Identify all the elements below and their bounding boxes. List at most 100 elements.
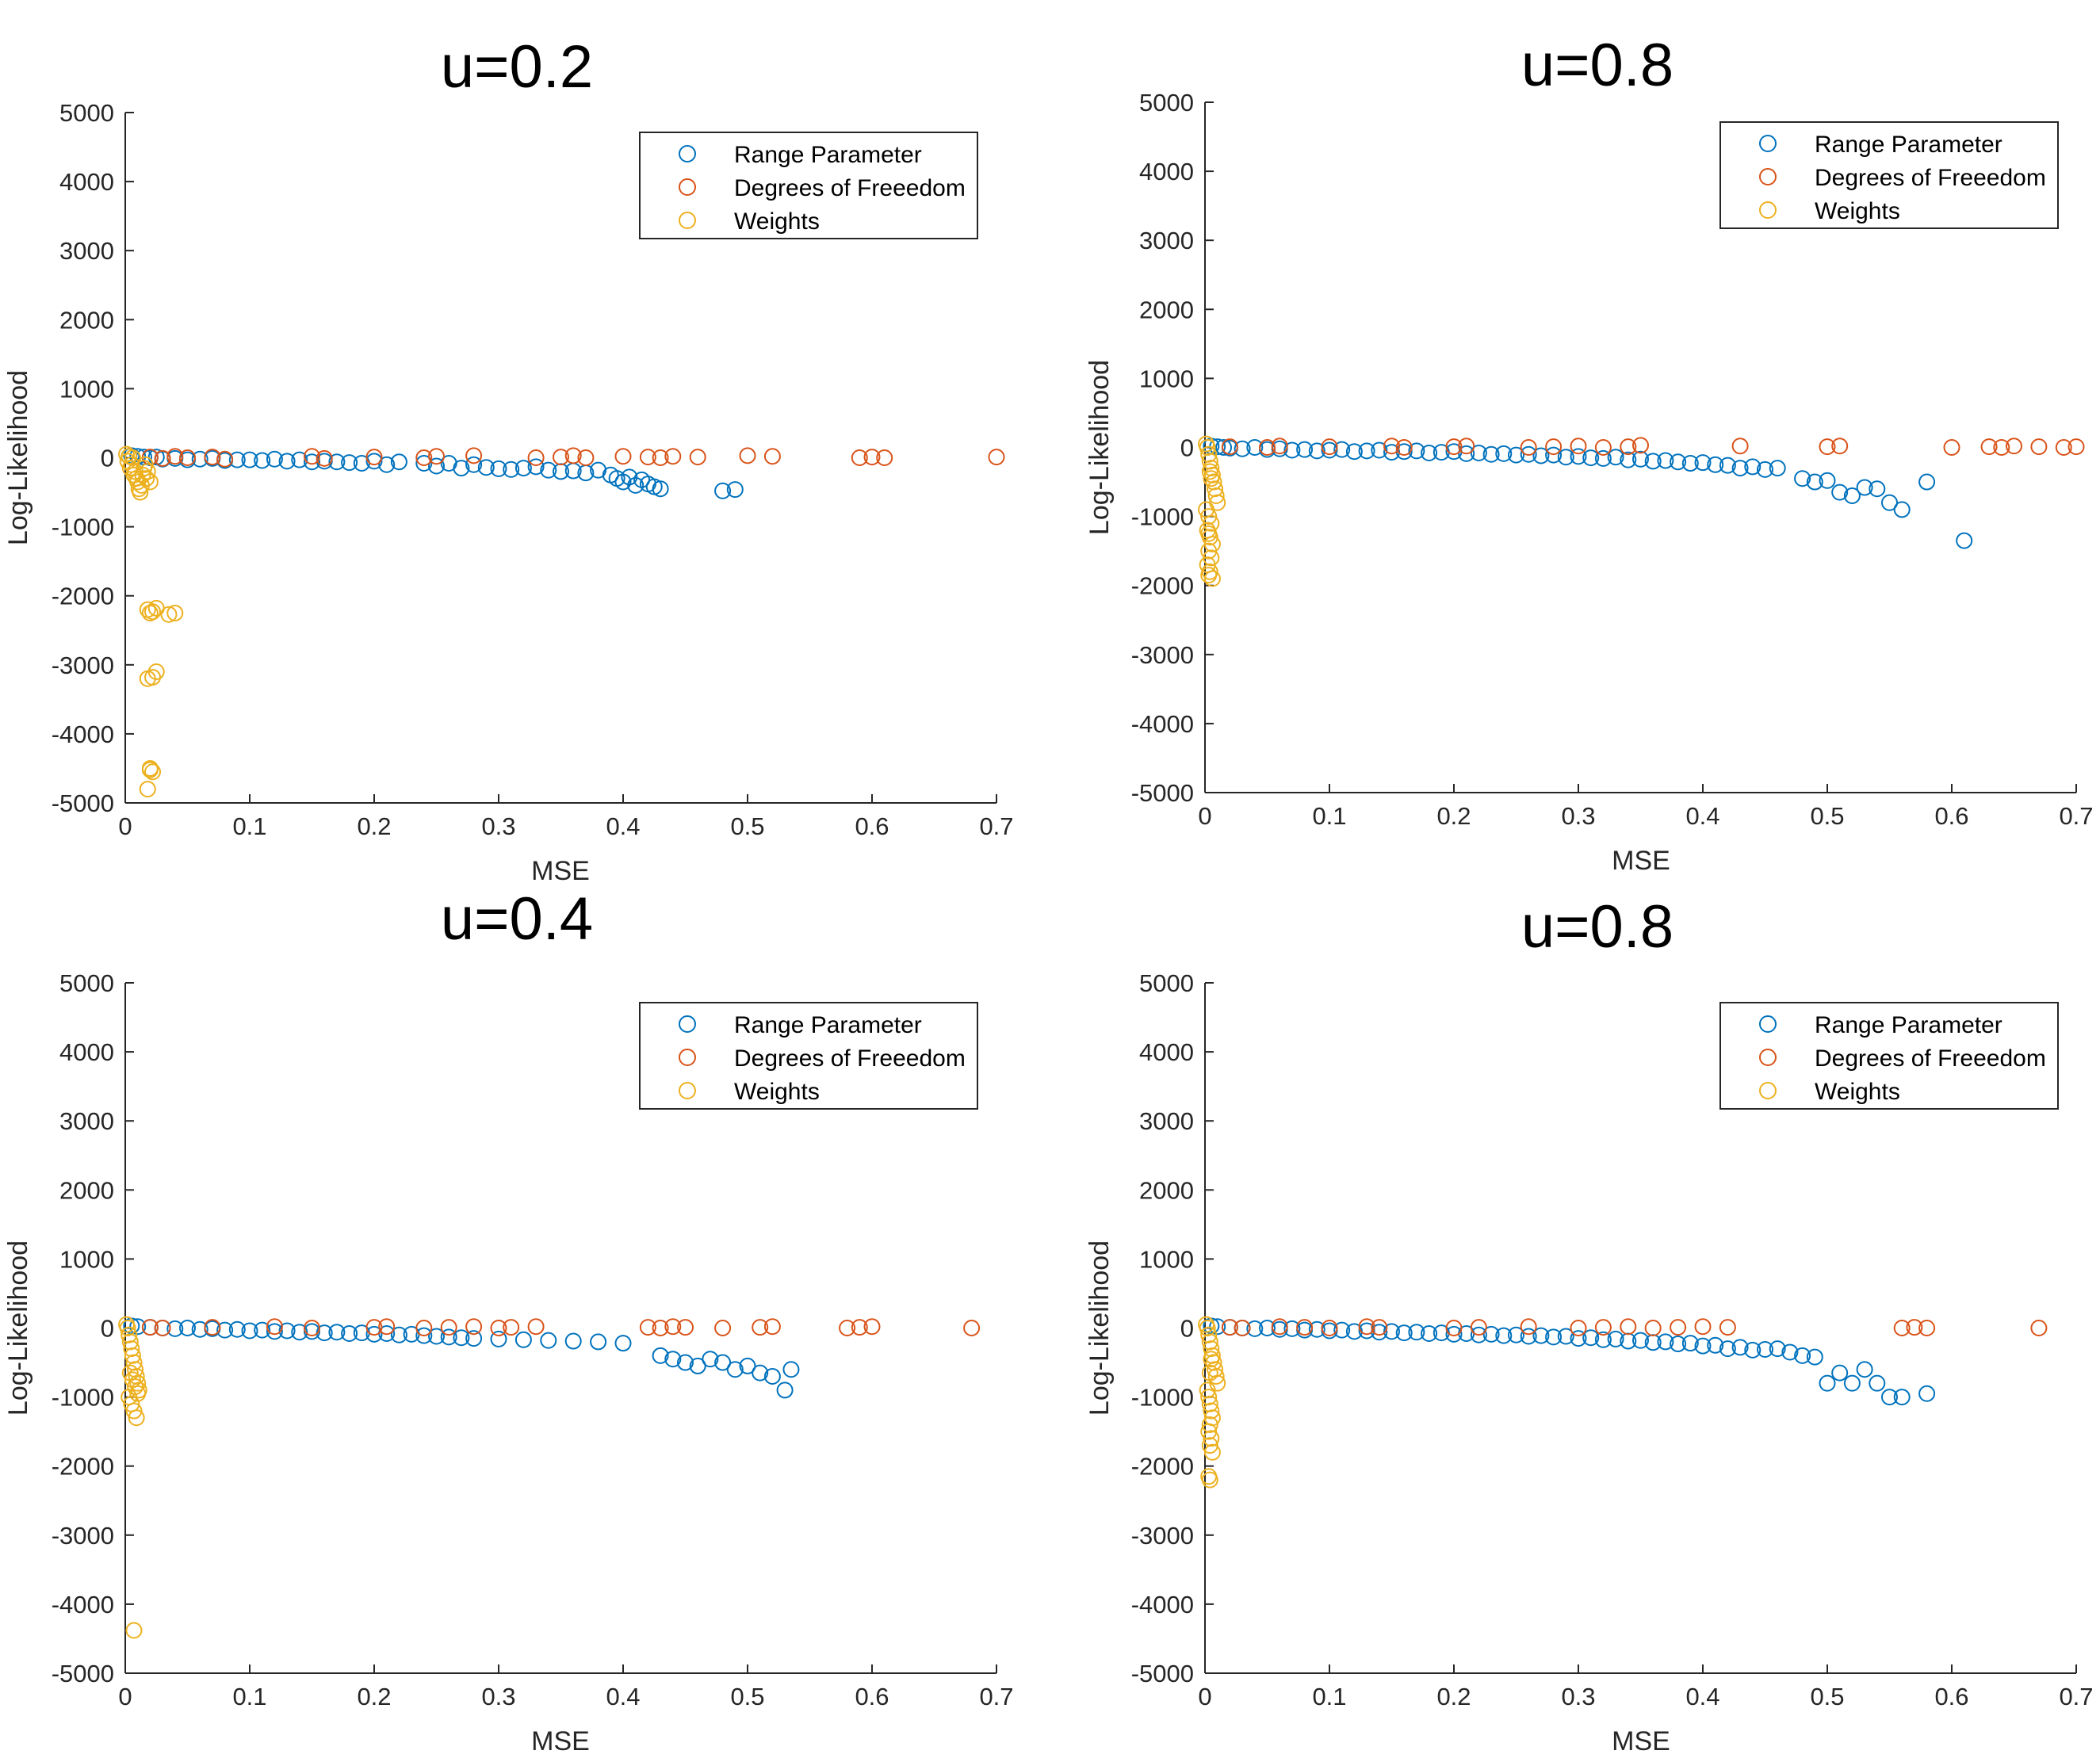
data-point	[141, 761, 159, 778]
data-point	[1819, 438, 1836, 456]
data-point	[179, 449, 196, 466]
data-point	[216, 1321, 234, 1339]
data-point	[125, 1622, 143, 1639]
legend-marker	[679, 212, 696, 229]
data-point	[664, 1351, 682, 1368]
legend-label: Weights	[734, 1079, 820, 1105]
data-point	[490, 1330, 507, 1347]
data-point	[1283, 1320, 1301, 1337]
data-point	[1199, 1320, 1216, 1336]
x-tick-label: 0.5	[1810, 1683, 1844, 1710]
legend-box	[1719, 121, 2059, 229]
y-tick-label: 0	[101, 445, 114, 472]
data-point	[477, 459, 495, 476]
x-tick-label: 0.4	[606, 1683, 640, 1710]
data-point	[1694, 454, 1712, 472]
data-point	[1199, 439, 1216, 456]
y-tick-label: -5000	[52, 1660, 114, 1687]
data-point	[714, 1320, 732, 1336]
series-range-parameter	[123, 447, 744, 499]
data-point	[1731, 438, 1749, 455]
data-point	[876, 449, 893, 466]
data-point	[1201, 1364, 1218, 1382]
data-point	[963, 1320, 981, 1336]
data-point	[652, 449, 669, 466]
data-point	[1607, 449, 1624, 466]
data-point	[540, 1332, 557, 1349]
data-point	[129, 1318, 147, 1336]
data-point	[378, 456, 396, 473]
x-tick-label: 0.1	[232, 812, 266, 840]
x-tick-label: 0.6	[855, 1683, 889, 1710]
data-point	[1470, 1326, 1487, 1343]
data-point	[714, 482, 732, 499]
series-weights	[118, 445, 184, 798]
data-point	[1445, 1325, 1463, 1343]
data-point	[1906, 1319, 1923, 1336]
data-point	[1806, 1348, 1823, 1366]
data-point	[1594, 1319, 1612, 1336]
data-point	[1221, 1319, 1238, 1336]
data-point	[179, 1320, 196, 1336]
data-point	[465, 1330, 483, 1347]
data-point	[1203, 570, 1221, 587]
y-tick-label: 3000	[1139, 227, 1194, 254]
data-point	[266, 450, 283, 468]
data-point	[1207, 487, 1225, 504]
y-tick-label: 4000	[1139, 158, 1194, 185]
y-tick-label: 2000	[59, 1176, 114, 1204]
data-point	[1607, 1330, 1624, 1347]
data-point	[1203, 1340, 1220, 1358]
data-point	[627, 476, 645, 494]
data-point	[428, 448, 445, 465]
data-point	[1744, 1341, 1761, 1359]
data-point	[664, 1318, 682, 1336]
data-point	[1881, 1389, 1898, 1406]
data-point	[782, 1361, 800, 1378]
data-point	[839, 1320, 856, 1336]
y-tick-label: 1000	[59, 375, 114, 403]
data-point	[1321, 438, 1338, 456]
data-point	[1545, 1328, 1563, 1346]
data-point	[1893, 501, 1911, 518]
data-point	[1594, 1331, 1612, 1348]
data-point	[1371, 441, 1388, 459]
y-tick-label: -3000	[52, 652, 114, 679]
legend-marker	[1759, 1049, 1777, 1066]
data-point	[863, 449, 881, 466]
data-point	[139, 781, 156, 798]
data-point	[1199, 1382, 1216, 1399]
y-tick-label: 2000	[59, 306, 114, 334]
data-point	[1856, 479, 1873, 496]
x-tick-label: 0.6	[1934, 1683, 1968, 1710]
data-point	[1707, 456, 1724, 473]
data-point	[1644, 1320, 1662, 1336]
data-point	[428, 1328, 445, 1345]
x-tick-label: 0.4	[606, 812, 640, 840]
data-point	[465, 1318, 483, 1336]
data-point	[1445, 438, 1463, 456]
legend-marker	[679, 1015, 696, 1033]
data-point	[191, 1320, 208, 1338]
legend-marker	[1759, 1015, 1777, 1033]
data-point	[1358, 1318, 1375, 1336]
data-point	[1421, 1324, 1438, 1342]
y-tick-label: 4000	[59, 168, 114, 196]
data-point	[1203, 470, 1220, 487]
data-point	[1215, 439, 1233, 456]
data-point	[216, 450, 234, 468]
y-tick-label: 0	[1180, 434, 1194, 462]
data-point	[228, 451, 246, 468]
data-point	[1582, 449, 1600, 467]
data-point	[123, 1340, 140, 1358]
data-point	[1545, 446, 1563, 464]
data-point	[1819, 472, 1836, 489]
data-point	[465, 456, 483, 473]
data-point	[1203, 1430, 1220, 1447]
data-point	[291, 451, 308, 468]
data-point	[689, 1357, 706, 1374]
data-point	[1408, 1324, 1425, 1341]
data-point	[851, 449, 868, 466]
data-point	[316, 449, 333, 467]
data-point	[1458, 438, 1475, 455]
